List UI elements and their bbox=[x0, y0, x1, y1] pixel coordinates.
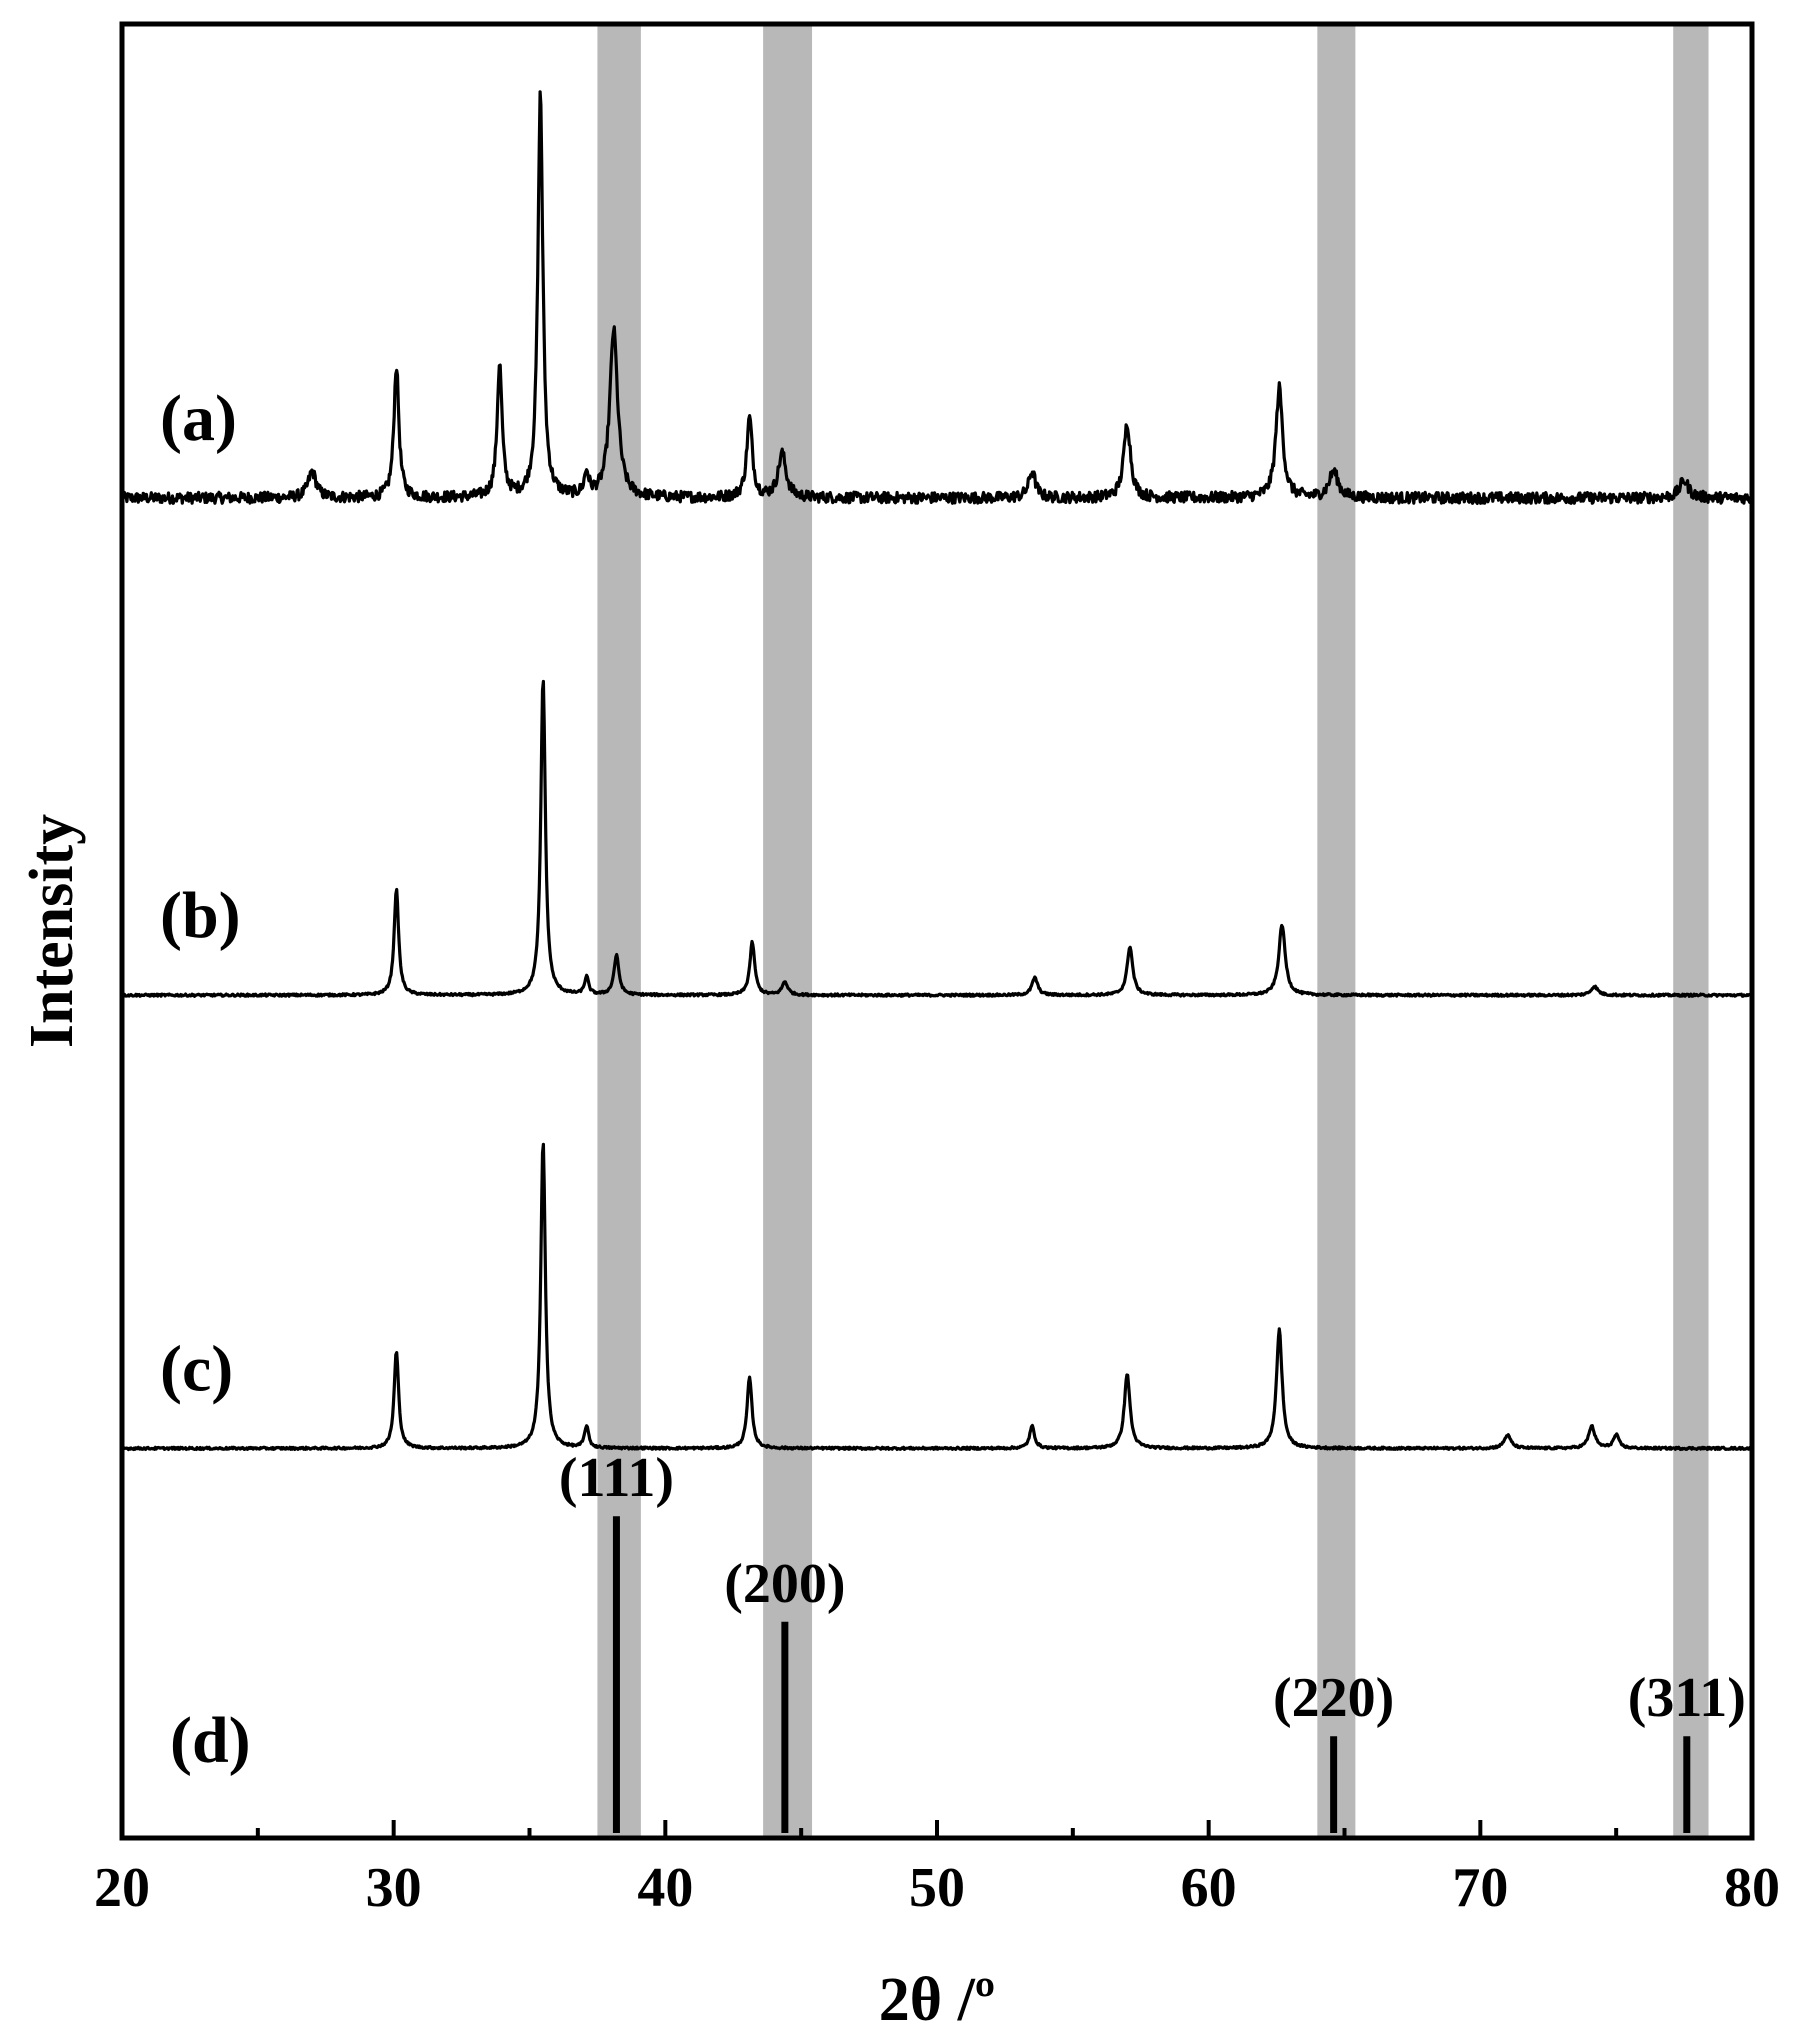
series-3: (c) bbox=[120, 1142, 1754, 1452]
x-tick-label-3: 40 bbox=[637, 1857, 693, 1919]
x-axis-title: 2θ /º bbox=[879, 1966, 996, 2034]
series-line-3 bbox=[120, 1142, 1754, 1452]
series-label-2: (b) bbox=[160, 879, 241, 952]
x-tick-label-2: 30 bbox=[366, 1857, 422, 1919]
series-line-2 bbox=[121, 679, 1754, 998]
reference-hkl-label-4: (311) bbox=[1628, 1667, 1746, 1729]
x-tick-label-5: 60 bbox=[1181, 1857, 1237, 1919]
highlight-band-3 bbox=[1317, 24, 1356, 1838]
reference-hkl-label-1: (111) bbox=[559, 1447, 674, 1509]
reference-hkl-label-2: (200) bbox=[724, 1553, 845, 1615]
series-label-3: (c) bbox=[160, 1332, 233, 1405]
series-group: (a) (b) (c) bbox=[120, 90, 1754, 1452]
x-axis-ticks: 20 30 40 50 60 70 80 bbox=[94, 1820, 1780, 1919]
x-tick-label-6: 70 bbox=[1452, 1857, 1508, 1919]
series-label-1: (a) bbox=[160, 382, 237, 455]
x-tick-label-4: 50 bbox=[909, 1857, 965, 1919]
x-tick-label-1: 20 bbox=[94, 1857, 150, 1919]
y-axis-title: Intensity bbox=[18, 814, 86, 1048]
plot-frame bbox=[119, 21, 1755, 1841]
reference-pattern: (d) (111) (200) (220) (311) bbox=[170, 1447, 1746, 1833]
highlight-bands bbox=[597, 24, 1709, 1838]
series-1: (a) bbox=[120, 90, 1754, 505]
highlight-band-2 bbox=[763, 24, 813, 1838]
reference-label: (d) bbox=[170, 1704, 251, 1777]
x-tick-label-7: 80 bbox=[1724, 1857, 1780, 1919]
series-2: (b) bbox=[121, 679, 1754, 998]
highlight-band-4 bbox=[1673, 24, 1709, 1838]
series-line-1 bbox=[120, 90, 1754, 505]
reference-hkl-label-3: (220) bbox=[1273, 1667, 1394, 1729]
